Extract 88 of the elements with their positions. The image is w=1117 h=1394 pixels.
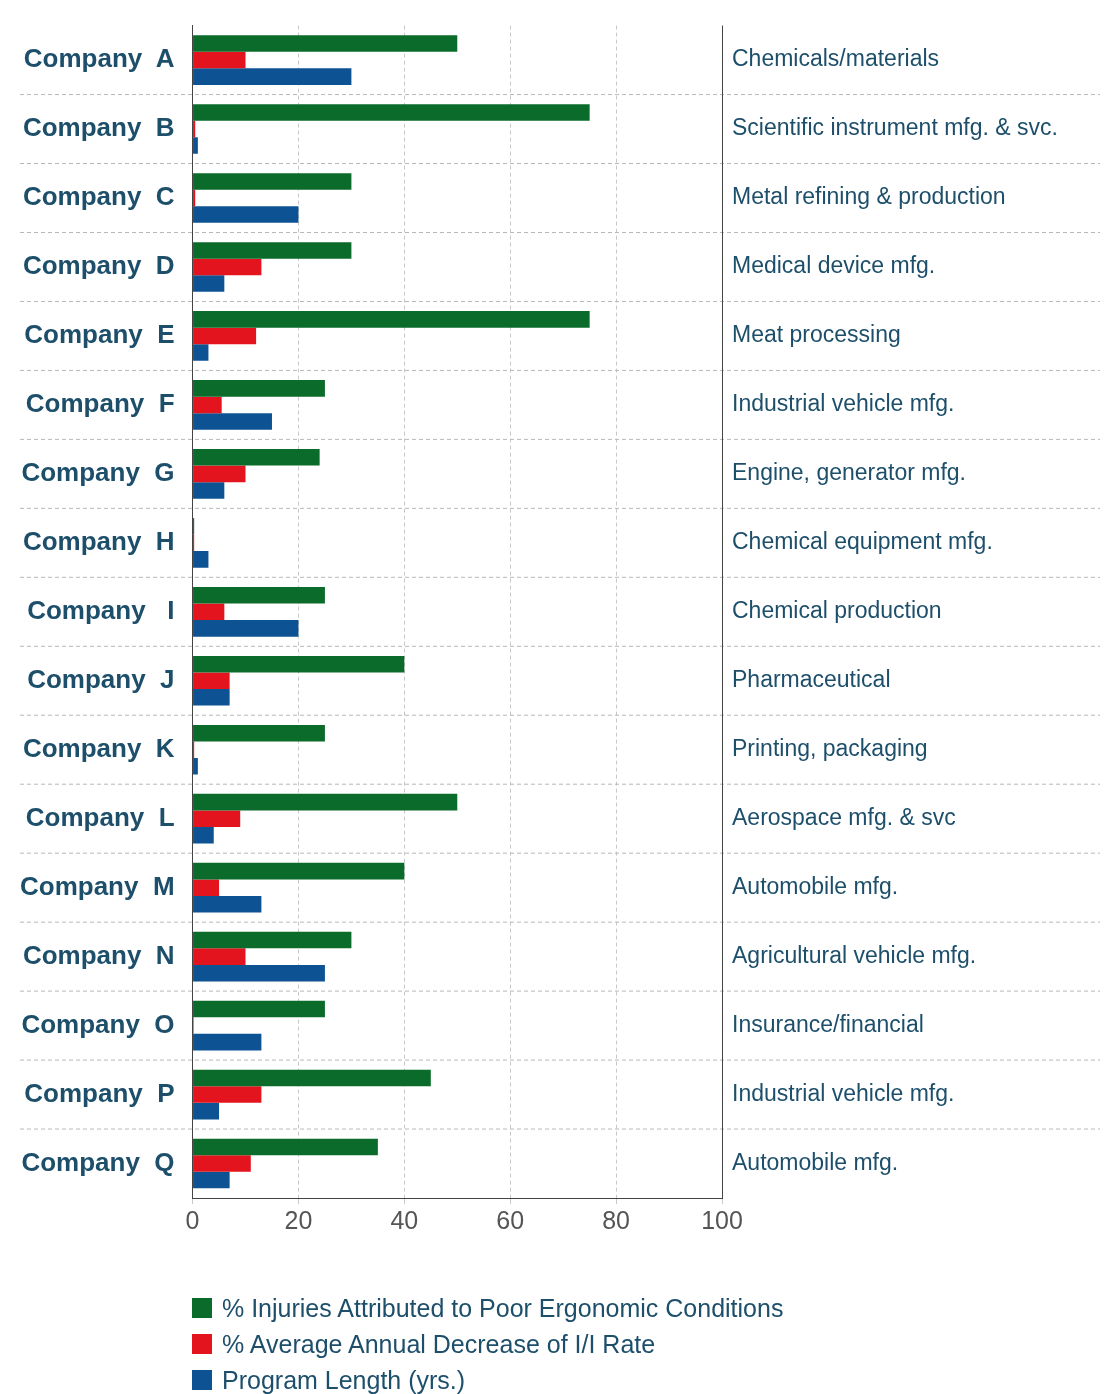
bar [193,35,458,52]
bar [193,413,272,430]
y-tick-label: Company N [22,939,175,970]
y2-tick-label: Printing, packaging [732,735,928,762]
y2-tick-label: Industrial vehicle mfg. [732,1079,955,1106]
bar [193,327,257,345]
bar [193,137,198,154]
y2-tick-label: Aerospace mfg. & svc [732,804,956,831]
y2-tick-label: Pharmaceutical [732,666,891,693]
bar [193,275,225,292]
bar [193,758,198,775]
y2-tick-label: Scientific instrument mfg. & svc. [732,114,1058,141]
bar [193,1138,378,1156]
y-tick-label: Company P [24,1077,175,1108]
bar [193,620,299,637]
x-tick-label: 20 [284,1205,313,1234]
y2-tick-label: Medical device mfg. [732,252,936,279]
x-tick-label: 80 [602,1205,631,1234]
legend-label: % Injuries Attributed to Poor Ergonomic Conditions [222,1293,784,1323]
bar [193,862,405,880]
y-tick-label: Company M [19,870,175,901]
y-tick-label: Company J [27,663,175,694]
bar [193,551,209,568]
bar [193,1000,325,1018]
bar [193,810,241,827]
bar [193,1086,262,1103]
bar [193,1033,262,1051]
y2-tick-label: Industrial vehicle mfg. [732,390,955,417]
y2-tick-label: Meat processing [732,321,901,348]
bar [193,655,405,673]
y-tick-label: Company D [22,250,175,281]
bar [193,895,262,913]
x-tick-label: 100 [701,1205,743,1234]
bar [193,465,246,483]
y2-tick-label: Automobile mfg. [732,873,899,899]
x-tick-label: 40 [390,1205,419,1234]
bar [193,311,590,328]
bar [193,380,325,397]
bar [193,931,352,949]
y-tick-label: Company I [27,594,175,625]
bar [193,258,262,276]
y2-tick-label: Chemical equipment mfg. [732,528,993,555]
y-tick-label: Company C [22,181,175,212]
bar [193,724,325,742]
bar [193,1155,251,1172]
x-tick-label: 0 [185,1205,200,1234]
y-tick-label: Company B [22,112,175,143]
bar [193,964,325,982]
bar [193,68,352,85]
bar [193,1102,220,1120]
legend-label: % Average Annual Decrease of I/I Rate [222,1329,656,1359]
bar [193,793,458,811]
y2-tick-label: Metal refining & production [732,183,1006,210]
x-tick-label: 60 [496,1205,525,1234]
y-tick-label: Company E [24,319,175,350]
y-tick-label: Company K [22,732,175,763]
bar [193,206,299,223]
y2-tick-label: Engine, generator mfg. [732,459,966,486]
y-tick-label: Company O [21,1008,175,1039]
bar [193,1171,230,1189]
y-tick-label: Company A [23,43,175,74]
bar [193,672,230,690]
legend-label: Program Length (yrs.) [222,1365,466,1394]
bar [193,948,246,965]
y2-tick-label: Insurance/financial [732,1010,924,1037]
y2-tick-label: Agricultural vehicle mfg. [732,941,977,968]
bar [193,344,209,361]
bar [193,603,225,621]
y-tick-label: Company F [25,388,175,419]
bar [193,689,230,706]
bar [193,826,214,844]
bar [193,242,352,259]
y2-tick-label: Automobile mfg. [732,1148,899,1175]
y-tick-label: Company Q [21,1146,175,1177]
bar [193,104,590,121]
y-tick-label: Company G [21,457,175,488]
y-tick-label: Company H [22,526,175,557]
y2-tick-label: Chemical production [732,597,942,624]
bar [193,173,352,190]
bar [193,1069,431,1087]
bar [193,586,325,604]
bar [193,396,222,414]
bar [193,879,220,896]
bar [193,482,225,499]
bar [193,51,246,69]
y-tick-label: Company L [25,801,175,832]
y2-tick-label: Chemicals/materials [732,45,940,72]
bar [193,449,320,466]
